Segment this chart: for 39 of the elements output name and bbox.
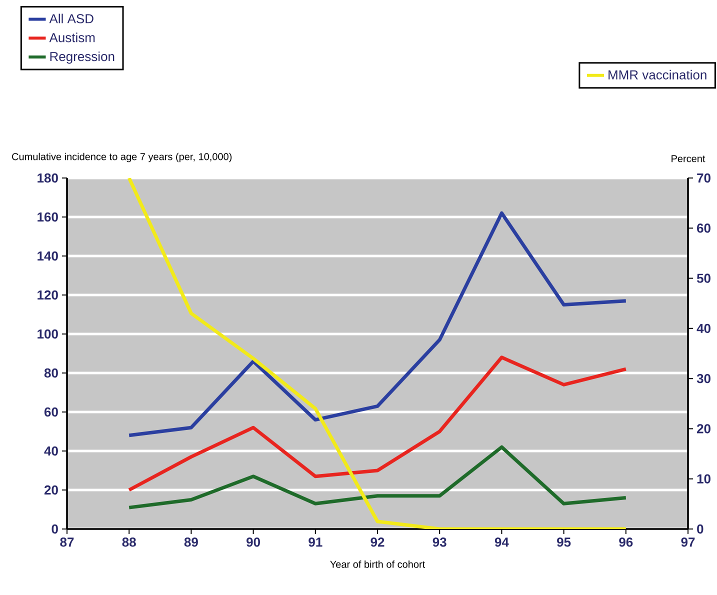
legend-label: Austism	[49, 32, 95, 42]
y2-tick-label: 70	[697, 173, 710, 183]
y2-tick-label: 10	[697, 474, 710, 484]
y2-tick-label: 40	[696, 324, 710, 334]
y2-tick-label: 60	[697, 224, 710, 233]
legend-label: Regression	[50, 52, 114, 64]
y-tick-label: 40	[44, 446, 58, 456]
line-series	[127, 356, 628, 492]
y-tick-label: 60	[44, 407, 58, 417]
y-tick-label: 120	[38, 290, 58, 300]
x-tick-label: 94	[494, 538, 509, 547]
x-tick-label: 90	[246, 538, 260, 547]
x-tick-label: 97	[681, 538, 695, 547]
y-axis-title: Cumulative incidence to age 7 years (per, 10,000)	[12, 152, 232, 162]
legend-label: MMR vaccination	[608, 70, 706, 80]
y2-tick-label: 20	[696, 424, 710, 434]
y2-tick-label: 30	[696, 374, 710, 384]
y-tick-label: 140	[38, 251, 58, 261]
x-tick-label: 95	[557, 538, 571, 547]
y-tick-label: 100	[38, 329, 58, 339]
x-tick-label: 88	[122, 538, 136, 547]
x-axis-title: Year of birth of cohort	[330, 560, 426, 568]
x-tick-label: 96	[619, 538, 633, 547]
y-tick-label: 180	[38, 173, 58, 183]
y-tick-label: 20	[44, 485, 58, 495]
y-tick-label: 0	[52, 524, 58, 534]
line-series	[127, 211, 628, 438]
y2-axis-title: Percent	[672, 155, 706, 162]
x-tick-label: 92	[370, 538, 384, 547]
x-tick-label: 89	[184, 538, 198, 547]
legend-label: All ASD	[49, 14, 94, 24]
y2-tick-label: 50	[696, 274, 710, 283]
y-tick-label: 80	[44, 368, 58, 378]
y-tick-label: 160	[38, 212, 58, 222]
x-tick-label: 91	[308, 538, 322, 547]
x-tick-label: 93	[432, 538, 446, 547]
y2-tick-label: 0	[697, 524, 704, 534]
x-tick-label: 87	[60, 538, 74, 547]
line-series	[127, 445, 628, 510]
